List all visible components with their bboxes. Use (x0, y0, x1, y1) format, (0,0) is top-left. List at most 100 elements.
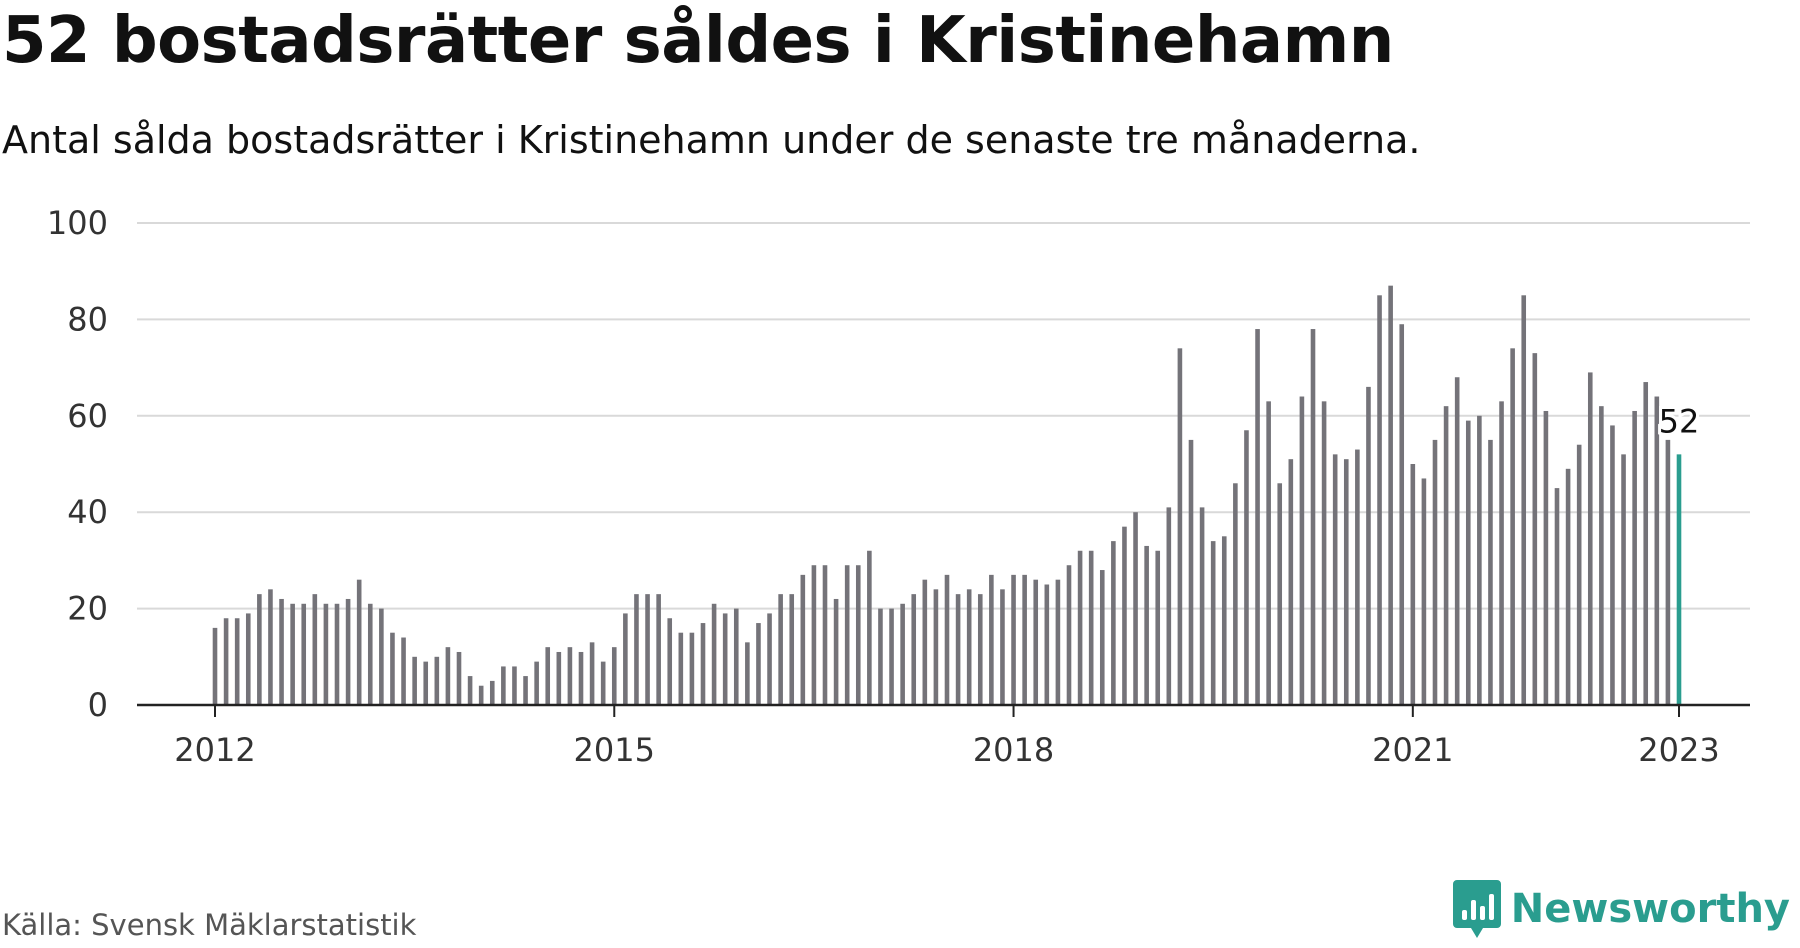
bar (989, 574, 994, 705)
bar (1144, 545, 1149, 705)
bar (922, 579, 928, 705)
y-tick-label: 80 (67, 300, 108, 338)
bar (279, 598, 284, 705)
bar (1521, 295, 1527, 705)
bar (434, 656, 440, 705)
bar (1543, 410, 1549, 705)
bar (268, 589, 273, 705)
y-tick-label: 0 (88, 686, 108, 724)
bar (778, 594, 783, 705)
bar (722, 613, 728, 705)
x-tick-label: 2023 (1638, 731, 1719, 769)
gridlines (137, 222, 1750, 610)
bar (600, 661, 606, 705)
bar (745, 642, 750, 705)
bar (234, 618, 240, 705)
bar (1266, 401, 1271, 705)
bar (1099, 570, 1105, 705)
bar (1011, 574, 1016, 705)
bar (578, 651, 584, 705)
data-label-last: 52 (1659, 402, 1700, 440)
bar (1477, 415, 1482, 705)
bar (645, 594, 650, 705)
bar (822, 565, 828, 705)
bar (1044, 584, 1050, 705)
bar (977, 594, 983, 705)
bar (1399, 324, 1405, 705)
bar (567, 647, 573, 705)
bar (1199, 507, 1205, 705)
bar (1077, 550, 1083, 705)
bar (1244, 430, 1249, 705)
bar (1299, 396, 1305, 705)
bar (966, 589, 972, 705)
bar (1122, 526, 1127, 705)
bar (423, 661, 429, 705)
bar (1632, 410, 1637, 705)
y-tick-label: 60 (67, 397, 108, 435)
y-tick-label: 20 (67, 590, 108, 628)
bar (689, 632, 695, 705)
bar (390, 632, 395, 705)
bar (334, 603, 340, 705)
bar (401, 637, 406, 705)
brand-logo: Newsworthy (1452, 880, 1790, 938)
chart-subtitle: Antal sålda bostadsrätter i Kristinehamn… (2, 118, 1421, 162)
bar (756, 623, 761, 705)
bar (1421, 478, 1427, 705)
bar (1532, 353, 1538, 705)
bar (867, 550, 872, 705)
bar (733, 608, 739, 705)
bar (1166, 507, 1172, 705)
bar (855, 565, 861, 705)
bar (1288, 459, 1294, 705)
bar (1499, 401, 1504, 705)
bar (478, 685, 484, 705)
bar (1654, 396, 1660, 705)
bar (1133, 512, 1138, 705)
bar (1210, 541, 1216, 705)
bar (512, 666, 517, 705)
x-tick-label: 2012 (174, 731, 255, 769)
bar (844, 565, 850, 705)
bar (1066, 565, 1072, 705)
bar (1443, 406, 1449, 705)
bar (623, 613, 628, 705)
bar (767, 613, 772, 705)
bar (1233, 483, 1238, 705)
bar (656, 594, 661, 705)
y-axis-ticks: 0 20 40 60 80 100 (47, 204, 108, 724)
bar (1610, 425, 1615, 705)
bar (1599, 406, 1604, 705)
bar (345, 598, 351, 705)
bars (212, 285, 1682, 705)
bar (1587, 372, 1593, 705)
bar (1488, 439, 1493, 705)
bar (501, 666, 506, 705)
bar (245, 613, 251, 705)
bar (789, 594, 795, 705)
chart-title: 52 bostadsrätter såldes i Kristinehamn (2, 4, 1394, 78)
bar (456, 651, 462, 705)
bar (212, 627, 218, 705)
source-note: Källa: Svensk Mäklarstatistik (2, 908, 417, 942)
bar (878, 608, 883, 705)
bar (290, 603, 295, 705)
bar (1432, 439, 1438, 705)
bar (523, 676, 528, 705)
bar (900, 603, 905, 705)
bar (678, 632, 684, 705)
bar (1343, 459, 1349, 705)
bar (1665, 439, 1671, 705)
bar (700, 623, 706, 705)
bar (1355, 449, 1360, 705)
bar (1188, 439, 1194, 705)
bar (1255, 329, 1260, 705)
bar (1410, 464, 1416, 705)
bar (811, 565, 817, 705)
bar (1565, 468, 1571, 705)
bar (800, 574, 806, 705)
bar (223, 618, 229, 705)
bar (1366, 386, 1371, 705)
x-tick-label: 2021 (1372, 731, 1453, 769)
